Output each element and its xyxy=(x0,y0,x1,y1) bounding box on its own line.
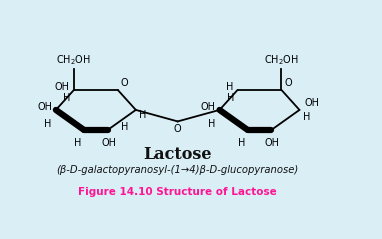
Text: OH: OH xyxy=(54,82,69,92)
Text: Lactose: Lactose xyxy=(143,146,212,163)
Text: H: H xyxy=(238,138,246,148)
Text: H: H xyxy=(63,93,71,103)
Text: OH: OH xyxy=(304,98,319,108)
Text: H: H xyxy=(226,82,233,92)
Text: (β-D-galactopyranosyl-(1→4)β-D-glucopyranose): (β-D-galactopyranosyl-(1→4)β-D-glucopyra… xyxy=(57,165,299,175)
Text: OH: OH xyxy=(265,138,280,148)
Text: H: H xyxy=(227,93,235,103)
Text: CH$_2$OH: CH$_2$OH xyxy=(264,54,299,67)
Text: CH$_2$OH: CH$_2$OH xyxy=(57,54,91,67)
Text: OH: OH xyxy=(101,138,116,148)
Text: H: H xyxy=(207,120,215,130)
Text: H: H xyxy=(44,120,51,130)
Text: OH: OH xyxy=(201,102,216,112)
Text: O: O xyxy=(121,78,128,88)
Text: O: O xyxy=(285,78,292,88)
Text: Figure 14.10 Structure of Lactose: Figure 14.10 Structure of Lactose xyxy=(78,187,277,196)
Text: H: H xyxy=(303,112,310,122)
Text: O: O xyxy=(174,124,181,134)
Text: OH: OH xyxy=(37,102,52,112)
Text: H: H xyxy=(74,138,82,148)
Text: H: H xyxy=(139,109,146,120)
Text: H: H xyxy=(121,122,128,132)
